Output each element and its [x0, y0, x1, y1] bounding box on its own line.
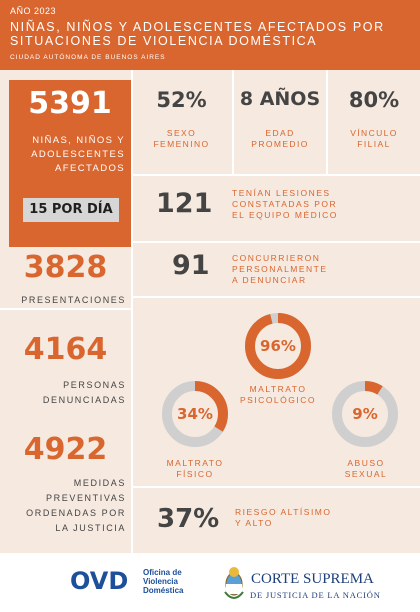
donut-psych-label: MALTRATO PSICOLÓGICO [228, 384, 328, 406]
label-line: MEDIDAS [73, 478, 126, 488]
denounced-label: PERSONAS DENUNCIADAS [0, 378, 126, 408]
label-line: Doméstica [143, 586, 184, 595]
divider [131, 70, 133, 553]
stat-female-label: SEXO FEMENINO [131, 128, 232, 150]
label-line: FEMENINO [153, 139, 210, 149]
label-line: PREVENTIVAS [46, 493, 126, 503]
presentations-label: PRESENTACIONES [0, 293, 126, 308]
divider [131, 296, 420, 298]
donut-physical-label: MALTRATO FÍSICO [145, 458, 245, 480]
affected-label-line: NIÑAS, NIÑOS Y [32, 135, 125, 146]
affected-children-box: 5391 NIÑAS, NIÑOS Y ADOLESCENTES AFECTAD… [9, 80, 131, 247]
corte-suprema-subtitle: DE JUSTICIA DE LA NACIÓN [250, 590, 381, 600]
title-line-2: SITUACIONES DE VIOLENCIA DOMÉSTICA [10, 34, 318, 48]
label-line: PERSONALMENTE [232, 264, 328, 274]
presentations-value: 3828 [23, 250, 108, 285]
label-line: A DENUNCIAR [232, 275, 307, 285]
reported-value: 91 [172, 250, 210, 281]
label-line: LA JUSTICIA [55, 523, 126, 533]
label-line: FÍSICO [176, 469, 214, 479]
corte-suprema-title: CORTE SUPREMA [251, 571, 374, 587]
label-line: DENUNCIADAS [42, 395, 126, 405]
label-line: Violencia [143, 577, 178, 586]
donut-psych-value: 96% [260, 337, 296, 355]
title-line-1: NIÑAS, NIÑOS Y ADOLESCENTES AFECTADOS PO… [10, 20, 385, 34]
injuries-value: 121 [156, 188, 213, 219]
stat-age-label: EDAD PROMEDIO [234, 128, 326, 150]
label-line: RIESGO ALTÍSIMO [235, 507, 332, 517]
coat-of-arms-icon [224, 567, 244, 599]
label-line: MALTRATO [249, 384, 307, 394]
label-line: PROMEDIO [251, 139, 309, 149]
divider [131, 241, 420, 243]
per-day-badge: 15 POR DÍA [23, 198, 119, 222]
donut-sexual-arc [332, 381, 398, 447]
page-title: NIÑAS, NIÑOS Y ADOLESCENTES AFECTADOS PO… [10, 20, 410, 48]
measures-value: 4922 [23, 432, 108, 467]
stat-female-value: 52% [156, 88, 207, 112]
donut-physical-arc [162, 381, 228, 447]
label-line: Oficina de [143, 568, 182, 577]
divider [131, 174, 420, 176]
donut-psych-arc [245, 313, 311, 379]
label-line: TENÍAN LESIONES [232, 188, 331, 198]
affected-label: NIÑAS, NIÑOS Y ADOLESCENTES AFECTADOS [13, 134, 125, 176]
year-label: AÑO 2023 [10, 6, 57, 16]
label-line: CONCURRIERON [232, 253, 321, 263]
label-line: Y ALTO [235, 518, 273, 528]
denounced-value: 4164 [23, 332, 108, 367]
label-line: EDAD [265, 128, 295, 138]
ovd-logo: OVD [70, 567, 129, 595]
label-line: VÍNCULO [350, 128, 398, 138]
label-line: CONSTATADAS POR [232, 199, 338, 209]
donut-physical-value: 34% [177, 405, 213, 423]
divider [232, 70, 234, 174]
stat-age-value: 8 AÑOS [239, 88, 321, 110]
label-line: PRESENTACIONES [21, 295, 126, 305]
risk-value: 37% [157, 504, 220, 534]
label-line: PERSONAS [63, 380, 126, 390]
divider [326, 70, 328, 174]
affected-label-line: ADOLESCENTES [31, 149, 125, 160]
label-line: MALTRATO [166, 458, 224, 468]
infographic-body: 5391 NIÑAS, NIÑOS Y ADOLESCENTES AFECTAD… [0, 70, 420, 553]
label-line: SEXUAL [344, 469, 388, 479]
divider [0, 308, 131, 310]
affected-count: 5391 [28, 86, 112, 121]
label-line: FILIAL [357, 139, 391, 149]
measures-label: MEDIDAS PREVENTIVAS ORDENADAS POR LA JUS… [0, 476, 126, 536]
risk-label: RIESGO ALTÍSIMO Y ALTO [235, 507, 332, 529]
header-banner: AÑO 2023 NIÑAS, NIÑOS Y ADOLESCENTES AFE… [0, 0, 420, 70]
divider [131, 486, 420, 488]
label-line: SEXO [166, 128, 197, 138]
stat-filial-label: VÍNCULO FILIAL [328, 128, 420, 150]
label-line: ABUSO [347, 458, 385, 468]
donut-sexual-label: ABUSO SEXUAL [316, 458, 416, 480]
footer: OVD Oficina de Violencia Doméstica CORTE… [0, 553, 420, 612]
label-line: EL EQUIPO MÉDICO [232, 210, 338, 220]
city-label: CIUDAD AUTÓNOMA DE BUENOS AIRES [10, 54, 166, 61]
donut-charts: 96% 34% 9% [162, 313, 398, 447]
reported-label: CONCURRIERON PERSONALMENTE A DENUNCIAR [232, 253, 328, 286]
stat-filial-value: 80% [348, 88, 400, 112]
injuries-label: TENÍAN LESIONES CONSTATADAS POR EL EQUIP… [232, 188, 338, 221]
donut-sexual-value: 9% [352, 405, 377, 423]
ovd-logo-subtitle: Oficina de Violencia Doméstica [143, 568, 183, 595]
label-line: ORDENADAS POR [26, 508, 126, 518]
label-line: PSICOLÓGICO [239, 395, 316, 405]
affected-label-line: AFECTADOS [55, 163, 125, 174]
